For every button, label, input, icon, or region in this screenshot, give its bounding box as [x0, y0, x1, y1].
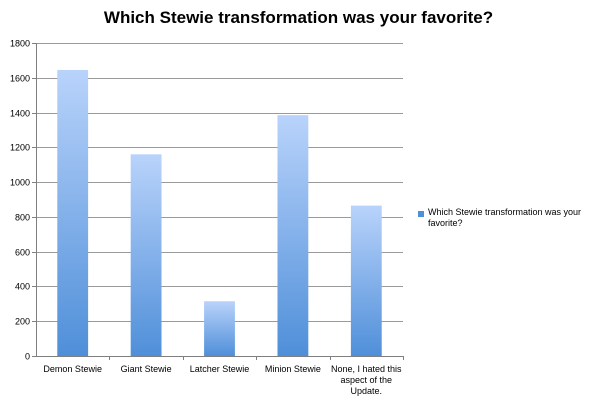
y-tick-label: 600: [15, 248, 30, 258]
y-tick-label: 400: [15, 282, 30, 292]
x-tick-label: Demon Stewie: [43, 364, 102, 374]
x-tick-label: Minion Stewie: [265, 364, 321, 374]
y-tick-label: 0: [25, 352, 30, 362]
chart-title: Which Stewie transformation was your fav…: [103, 8, 494, 27]
y-tick-label: 200: [15, 317, 30, 327]
x-tick-label: Latcher Stewie: [190, 364, 250, 374]
x-tick-label: None, I hated this aspect of the Update.: [331, 364, 402, 396]
y-tick-label: 1000: [10, 178, 30, 188]
x-tick-label-line: None, I hated this: [331, 364, 402, 374]
y-tick-label: 1400: [10, 109, 30, 119]
x-tick-label-line: Giant Stewie: [121, 364, 172, 374]
x-tick-label-line: Demon Stewie: [43, 364, 102, 374]
x-tick-label-line: Minion Stewie: [265, 364, 321, 374]
bar: [204, 301, 235, 356]
legend-label: Which Stewie transformation was your fav…: [428, 207, 582, 228]
legend-swatch: [418, 211, 424, 217]
y-tick-label: 1800: [10, 39, 30, 49]
bar: [350, 205, 382, 356]
x-tick-label-line: Update.: [351, 386, 383, 396]
bar: [277, 115, 309, 357]
y-tick-label: 1600: [10, 74, 30, 84]
x-tick-label: Giant Stewie: [121, 364, 172, 374]
x-tick-label-line: aspect of the: [341, 375, 393, 385]
legend: Which Stewie transformation was your fav…: [418, 207, 593, 229]
y-tick-label: 800: [15, 213, 30, 223]
bar: [57, 69, 89, 357]
bar: [130, 154, 162, 356]
x-tick-label-line: Latcher Stewie: [190, 364, 250, 374]
y-tick-label: 1200: [10, 143, 30, 153]
